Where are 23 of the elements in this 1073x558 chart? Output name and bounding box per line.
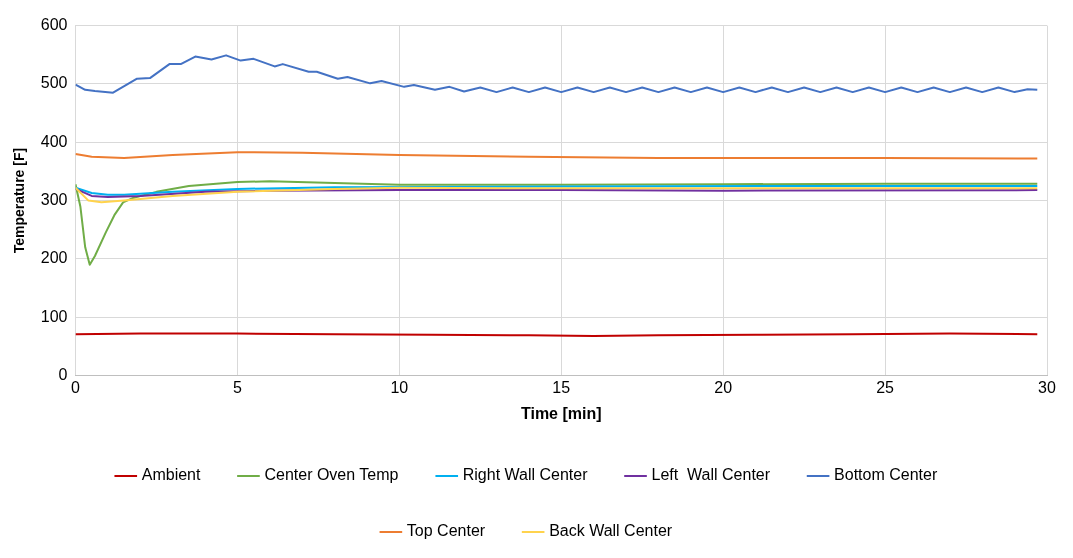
legend-label: Right Wall Center (462, 466, 589, 484)
x-tick-label: 20 (714, 378, 733, 396)
legend-label: Bottom Center (834, 466, 938, 484)
y-tick-label: 300 (40, 191, 68, 209)
x-tick-label: 15 (552, 378, 571, 396)
x-tick-label: 5 (232, 378, 242, 396)
x-tick-label: 10 (390, 378, 409, 396)
y-tick-label: 600 (40, 16, 68, 34)
y-tick-label: 0 (58, 366, 68, 384)
legend-label: Ambient (141, 466, 202, 484)
legend-label: Back Wall Center (549, 522, 673, 540)
y-tick-label: 500 (40, 74, 68, 92)
legend-label: Left Wall Center (651, 466, 771, 484)
y-tick-label: 100 (40, 307, 68, 325)
x-tick-label: 0 (71, 378, 81, 396)
x-axis-title: Time [min] (520, 404, 602, 422)
x-tick-label: 25 (876, 378, 895, 396)
legend-label: Center Oven Temp (264, 466, 399, 484)
y-tick-label: 400 (40, 132, 68, 150)
legend-label: Top Center (406, 522, 486, 540)
x-tick-label: 30 (1038, 378, 1056, 396)
y-tick-label: 200 (40, 249, 68, 267)
y-axis-title: Temperature [F] (11, 147, 28, 254)
